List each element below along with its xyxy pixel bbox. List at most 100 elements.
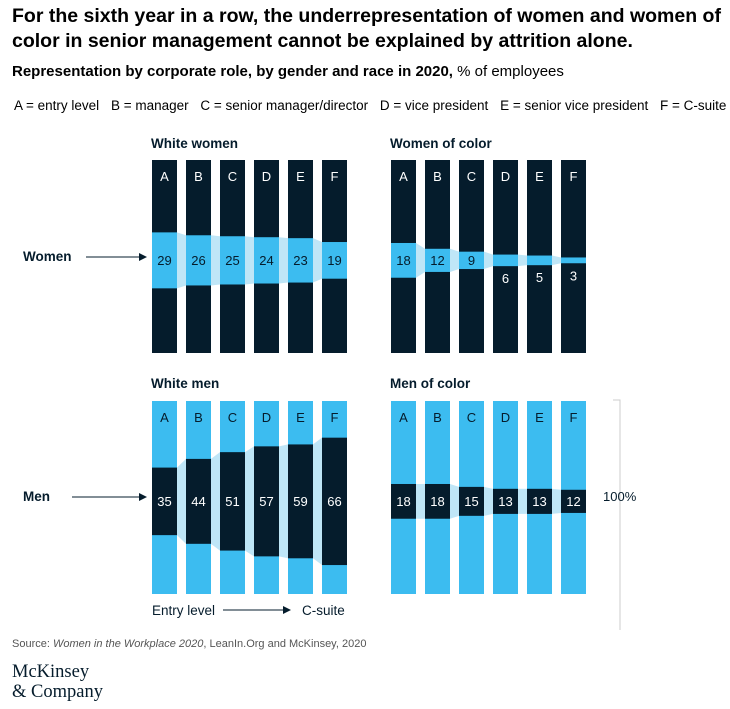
chart-title: For the sixth year in a row, the underre… [12, 5, 721, 52]
bar-segment [220, 452, 245, 551]
category-label: C [228, 410, 237, 425]
value-label: 9 [468, 253, 475, 268]
category-label: F [331, 410, 339, 425]
value-label: 57 [259, 494, 273, 509]
mckinsey-logo: McKinsey & Company [12, 662, 103, 702]
category-label: E [535, 410, 544, 425]
panel-white-women: White women A 29 B 26 C 25 D 24 E 23 F 19 [151, 136, 347, 353]
panel-title: White men [151, 376, 219, 391]
bracket-label: 100% [603, 489, 637, 504]
legend-item-f: F = C-suite [660, 98, 727, 113]
category-label: F [570, 410, 578, 425]
legend-item-a: A = entry level [14, 98, 100, 113]
flow-band [552, 255, 561, 266]
flow-band [484, 251, 493, 270]
flow-band [211, 235, 220, 286]
row-label-women: Women [23, 249, 72, 264]
value-label: 18 [430, 494, 444, 509]
legend-item-b: B = manager [110, 98, 189, 113]
category-label: B [194, 410, 203, 425]
chart-subtitle: Representation by corporate role, by gen… [12, 63, 564, 80]
value-label: 35 [157, 494, 171, 509]
category-label: E [296, 410, 305, 425]
flow-band [177, 232, 186, 289]
bar-segment [322, 242, 347, 279]
bar-segment [459, 486, 484, 516]
panel-title: Women of color [390, 136, 492, 151]
value-label: 3 [570, 268, 577, 283]
category-label: B [433, 410, 442, 425]
value-label: 25 [225, 253, 239, 268]
bar-segment [152, 232, 177, 289]
value-label: 23 [293, 253, 307, 268]
subtitle-bold: Representation by corporate role, by gen… [12, 63, 453, 80]
bar-segment [527, 488, 552, 514]
source-title: Women in the Workplace 2020 [52, 638, 204, 650]
flow-band [279, 444, 288, 559]
value-label: 19 [327, 253, 341, 268]
bar-segment [288, 444, 313, 559]
bar-segment [561, 257, 586, 264]
category-label: D [262, 169, 271, 184]
panel-men-of-color: Men of color A 18 B 18 C 15 D 13 E 13 F 12 [390, 376, 586, 594]
value-label: 13 [532, 494, 546, 509]
bar-segment [254, 237, 279, 284]
bar-segment [425, 248, 450, 272]
flow-band [211, 452, 220, 551]
flow-band [450, 248, 459, 272]
bar-segment [288, 238, 313, 283]
panel-title: Men of color [390, 376, 471, 391]
flow-band [416, 242, 425, 278]
value-label: 29 [157, 253, 171, 268]
category-label: E [296, 169, 305, 184]
value-label: 44 [191, 494, 205, 509]
panel-white-men: White men A 35 B 44 C 51 D 57 E 59 F 66 [151, 376, 347, 594]
category-label: C [228, 169, 237, 184]
bar-segment [186, 458, 211, 544]
bar-segment [322, 437, 347, 566]
bar-segment [493, 488, 518, 514]
flow-band [313, 437, 322, 566]
source-rest: , LeanIn.Org and McKinsey, 2020 [203, 638, 367, 650]
total-bracket [613, 399, 621, 630]
bar-segment [186, 235, 211, 286]
value-label: 12 [430, 253, 444, 268]
category-label: F [570, 169, 578, 184]
category-label: D [501, 169, 510, 184]
flow-band [245, 236, 254, 285]
category-label: E [535, 169, 544, 184]
flow-band [450, 483, 459, 519]
flow-band [518, 254, 527, 267]
value-label: 12 [566, 494, 580, 509]
value-label: 5 [536, 270, 543, 285]
bar-women-of-color-f [561, 160, 586, 353]
value-label: 13 [498, 494, 512, 509]
category-label: C [467, 169, 476, 184]
representation-chart: Women Men 100% Entry level C-suite White… [23, 136, 637, 630]
flow-band [518, 488, 527, 514]
subtitle-unit: % of employees [452, 63, 564, 80]
value-label: 6 [502, 271, 509, 286]
panel-women-of-color: Women of color A 18 B 12 C 9 D 6 E 5 F 3 [390, 136, 586, 353]
bar-segment [493, 254, 518, 267]
category-label: D [262, 410, 271, 425]
bar-segment [425, 483, 450, 519]
legend-item-d: D = vice president [379, 98, 489, 113]
value-label: 51 [225, 494, 239, 509]
source-prefix: Source: [12, 638, 53, 650]
flow-band [484, 486, 493, 516]
panels-group: White women A 29 B 26 C 25 D 24 E 23 F 19 Women of co… [151, 136, 586, 594]
axis-note-csuite: C-suite [302, 603, 345, 618]
flow-band [416, 483, 425, 519]
category-label: B [194, 169, 203, 184]
flow-band [245, 446, 254, 557]
flow-band [177, 458, 186, 544]
value-label: 18 [396, 494, 410, 509]
category-label: A [399, 169, 408, 184]
row-label-men: Men [23, 489, 50, 504]
bar-segment [459, 251, 484, 270]
category-label: A [160, 410, 169, 425]
bar-segment [152, 467, 177, 536]
logo-line-2: & Company [12, 682, 103, 702]
value-label: 66 [327, 494, 341, 509]
